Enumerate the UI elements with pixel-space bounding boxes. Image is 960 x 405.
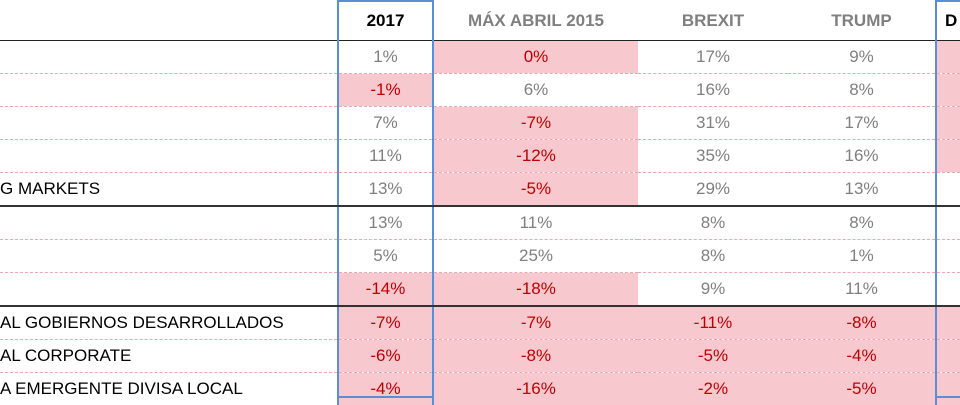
cell-trump: 9% [788,41,936,74]
cell-trump: -8% [788,306,936,340]
cell-brexit: 31% [638,107,788,140]
cell-max: -8% [433,340,638,373]
header-trump: TRUMP [788,1,936,41]
cell-max: -5% [433,173,638,207]
header-next-column: D [936,1,960,41]
row-label [0,240,338,273]
cell-brexit: -11% [638,306,788,340]
row-label [0,107,338,140]
cell-next [936,41,960,74]
cell-2017: -6% [338,340,433,373]
cell-2017: 13% [338,206,433,240]
cell-trump: 17% [788,107,936,140]
table-row: -14% -18% 9% 11% [0,273,960,307]
header-row: 2017 MÁX ABRIL 2015 BREXIT TRUMP D [0,1,960,41]
cell-brexit: -5% [638,340,788,373]
cell-next [936,206,960,240]
cell-max: 25% [433,240,638,273]
table-row: -1% 6% 16% 8% [0,74,960,107]
cell-trump: -5% [788,373,936,405]
cell-max: 11% [433,206,638,240]
cell-max: -16% [433,373,638,405]
row-label [0,74,338,107]
cell-trump: 8% [788,74,936,107]
cell-2017: -14% [338,273,433,307]
cell-max: -12% [433,140,638,173]
row-label: AL GOBIERNOS DESARROLLADOS [0,306,338,340]
cell-trump: 8% [788,206,936,240]
cell-trump: 13% [788,173,936,207]
row-label [0,140,338,173]
cell-brexit: 29% [638,173,788,207]
cell-trump: -4% [788,340,936,373]
table-row: 11% -12% 35% 16% [0,140,960,173]
cell-next [936,306,960,340]
cell-next [936,74,960,107]
row-label [0,206,338,240]
header-brexit: BREXIT [638,1,788,41]
row-label [0,41,338,74]
cell-max: 0% [433,41,638,74]
row-label [0,273,338,307]
cell-2017: 1% [338,41,433,74]
cell-max: -18% [433,273,638,307]
table-row: AL GOBIERNOS DESARROLLADOS -7% -7% -11% … [0,306,960,340]
cell-brexit: 8% [638,240,788,273]
row-label: A EMERGENTE DIVISA LOCAL [0,373,338,405]
cell-2017: 11% [338,140,433,173]
next-column-frame-bottom [936,396,960,398]
cell-2017: -7% [338,306,433,340]
cell-2017: 13% [338,173,433,207]
cell-brexit: 8% [638,206,788,240]
table-row: AL CORPORATE -6% -8% -5% -4% [0,340,960,373]
cell-next [936,240,960,273]
header-label-cell [0,1,338,41]
cell-2017: -1% [338,74,433,107]
cell-max: 6% [433,74,638,107]
cell-2017: 7% [338,107,433,140]
cell-max: -7% [433,107,638,140]
cell-max: -7% [433,306,638,340]
row-label: AL CORPORATE [0,340,338,373]
table-row: G MARKETS 13% -5% 29% 13% [0,173,960,207]
cell-brexit: 9% [638,273,788,307]
cell-trump: 11% [788,273,936,307]
table-row: 7% -7% 31% 17% [0,107,960,140]
cell-2017: -4% [338,373,433,405]
cell-next [936,107,960,140]
column-2017-frame-bottom [337,396,432,398]
cell-brexit: 17% [638,41,788,74]
cell-brexit: -2% [638,373,788,405]
table-row: A EMERGENTE DIVISA LOCAL -4% -16% -2% -5… [0,373,960,405]
cell-next [936,340,960,373]
header-2017: 2017 [338,1,433,41]
cell-trump: 16% [788,140,936,173]
cell-next [936,373,960,405]
cell-next [936,173,960,207]
cell-brexit: 35% [638,140,788,173]
table-row: 1% 0% 17% 9% [0,41,960,74]
row-label: G MARKETS [0,173,338,207]
cell-next [936,273,960,307]
cell-next [936,140,960,173]
cell-2017: 5% [338,240,433,273]
table-row: 5% 25% 8% 1% [0,240,960,273]
table-row: 13% 11% 8% 8% [0,206,960,240]
header-max-abril-2015: MÁX ABRIL 2015 [433,1,638,41]
cell-trump: 1% [788,240,936,273]
cell-brexit: 16% [638,74,788,107]
